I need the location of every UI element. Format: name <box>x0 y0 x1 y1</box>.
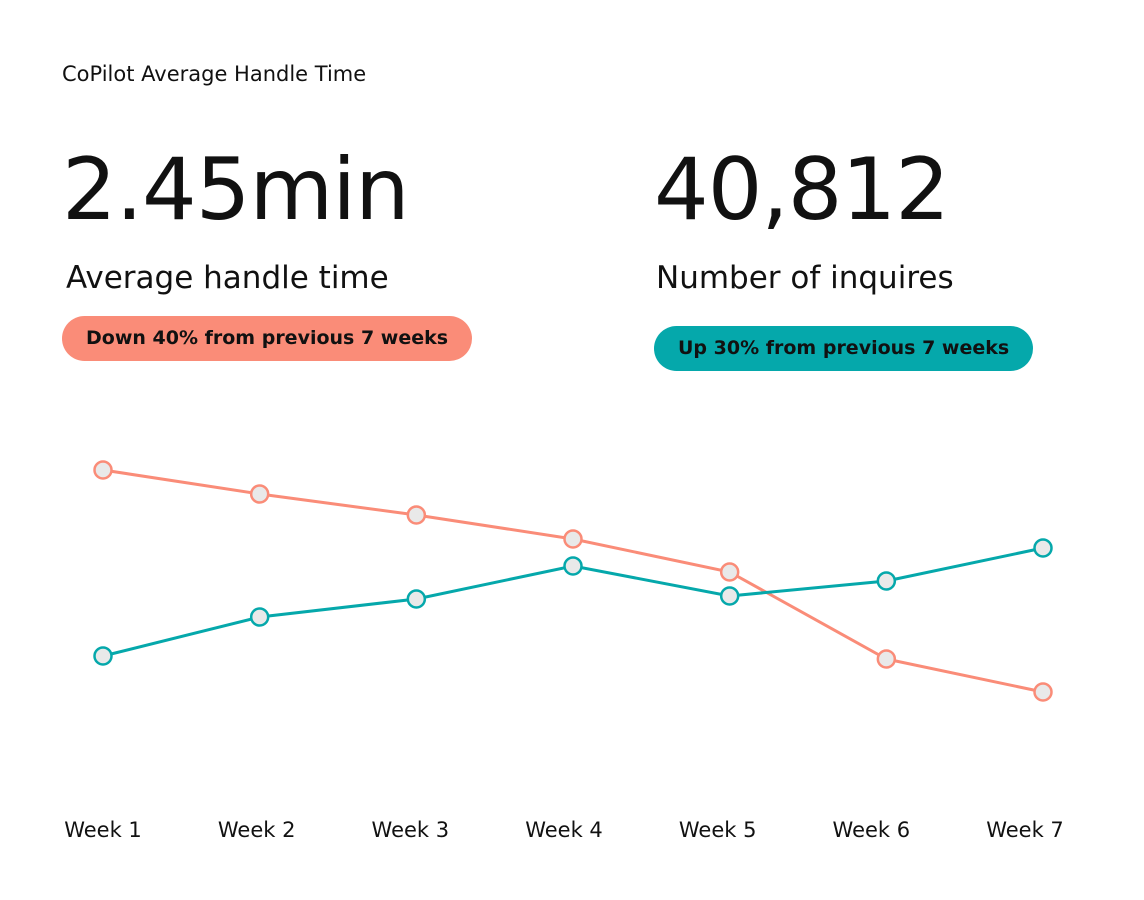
point <box>1033 682 1053 702</box>
x-tick-label: Week 1 <box>64 818 142 842</box>
point <box>876 571 897 591</box>
point <box>249 607 270 627</box>
point <box>93 460 113 480</box>
point <box>563 556 583 576</box>
point <box>563 529 583 549</box>
kpi-badge: Up 30% from previous 7 weeks <box>654 326 1034 371</box>
x-tick-label: Week 6 <box>833 818 911 842</box>
kpi-label: Number of inquires <box>656 260 954 296</box>
point <box>876 649 897 669</box>
x-tick-label: Week 4 <box>525 818 603 842</box>
kpi-value: 2.45min <box>62 140 410 240</box>
kpi-label: Average handle time <box>66 260 389 296</box>
x-tick-label: Week 3 <box>372 818 450 842</box>
point <box>406 589 427 609</box>
kpi-value: 40,812 <box>654 140 950 240</box>
series-line <box>102 468 1044 694</box>
x-tick-label: Week 2 <box>218 818 296 842</box>
point <box>249 484 270 504</box>
x-tick-label: Week 5 <box>679 818 757 842</box>
point <box>719 562 740 582</box>
point <box>93 646 113 666</box>
point <box>406 505 427 525</box>
point <box>719 586 740 606</box>
chart-title: CoPilot Average Handle Time <box>62 62 367 86</box>
kpi-badge: Down 40% from previous 7 weeks <box>62 316 473 361</box>
point <box>1033 538 1053 558</box>
x-tick-label: Week 7 <box>986 818 1064 842</box>
